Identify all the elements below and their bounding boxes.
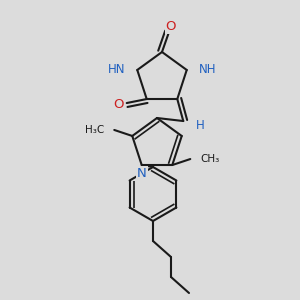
Text: NH: NH — [199, 63, 216, 76]
Text: N: N — [137, 167, 147, 180]
Text: HN: HN — [108, 63, 125, 76]
Text: H₃C: H₃C — [85, 125, 104, 135]
Text: O: O — [113, 98, 124, 111]
Text: H: H — [196, 119, 205, 132]
Text: O: O — [166, 20, 176, 33]
Text: CH₃: CH₃ — [200, 154, 220, 164]
